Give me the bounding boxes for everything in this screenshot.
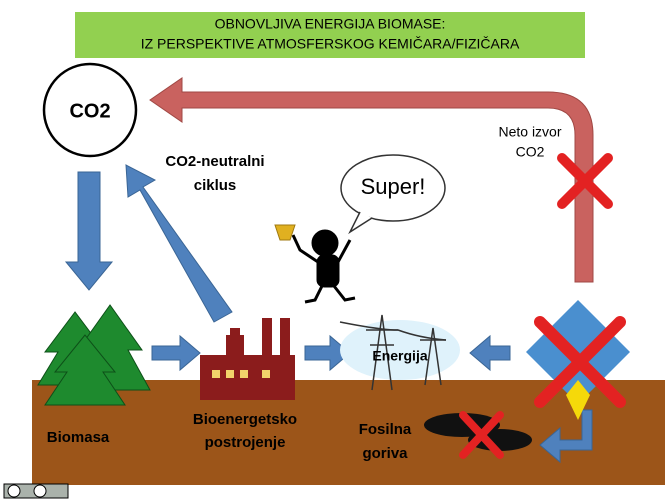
net-source-arrow (149, 77, 594, 283)
energy-label: Energija (372, 348, 427, 364)
co2-node (42, 62, 138, 158)
license-badge (3, 483, 69, 499)
net-source-label: Neto izvor (498, 124, 561, 140)
header-banner (75, 12, 585, 58)
speech-bubble (340, 154, 446, 222)
plant-label: postrojenje (205, 434, 286, 451)
red-x (534, 316, 626, 408)
flame (566, 380, 590, 420)
factory (200, 318, 295, 400)
header-line: IZ PERSPEKTIVE ATMOSFERSKOG KEMIČARA/FIZ… (141, 36, 520, 52)
speech-text: Super! (361, 174, 426, 199)
pylons (339, 314, 447, 391)
fossil-label: goriva (362, 445, 408, 462)
fossil-label: Fosilna (359, 421, 412, 438)
cycle-label: CO2-neutralni (165, 153, 264, 170)
red-x (459, 411, 504, 459)
red-x (557, 153, 613, 209)
biomass-label: Biomasa (47, 429, 110, 446)
net-source-label: CO2 (516, 144, 545, 160)
co2-label: CO2 (69, 100, 110, 122)
trees (37, 304, 151, 406)
stick-figure (274, 224, 356, 304)
cycle-label: ciklus (194, 177, 237, 194)
plant-label: Bioenergetsko (193, 411, 297, 428)
bubble-tail (348, 211, 373, 235)
flow-arrows (64, 164, 593, 464)
energy-cloud (340, 320, 460, 380)
header-line: OBNOVLJIVA ENERGIJA BIOMASE: (215, 16, 446, 32)
